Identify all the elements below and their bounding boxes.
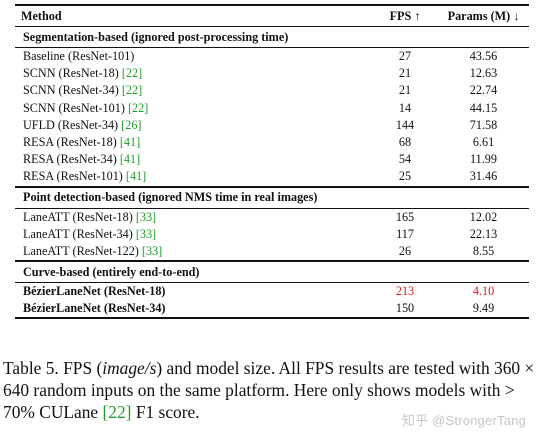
method-cell: RESA (ResNet-34) [41] (15, 151, 372, 168)
fps-cell: 27 (398, 49, 412, 64)
params-cell: 8.55 (472, 243, 495, 258)
params-cell: 12.63 (469, 66, 498, 81)
method-cell: LaneATT (ResNet-34) [33] (15, 226, 372, 243)
params-cell: 11.99 (470, 152, 497, 167)
fps-cell: 117 (396, 226, 414, 241)
method-name: BézierLaneNet (ResNet-18) (23, 284, 166, 299)
group-header-curve-based: Curve-based (entirely end-to-end) (15, 260, 529, 284)
citation-link[interactable]: [33] (135, 209, 157, 224)
citation-link[interactable]: [41] (119, 135, 141, 150)
method-cell: SCNN (ResNet-101) [22] (15, 100, 372, 117)
method-cell: Baseline (ResNet-101) (15, 48, 372, 66)
table-row: RESA (ResNet-18) [41] 68 6.61 (15, 134, 529, 151)
group-header-segmentation: Segmentation-based (ignored post-process… (15, 26, 529, 48)
method-cell: LaneATT (ResNet-122) [33] (15, 243, 372, 261)
caption-label: Table 5. FPS ( (3, 358, 103, 378)
citation-link[interactable]: [22] (121, 66, 143, 81)
method-cell: RESA (ResNet-101) [41] (15, 168, 372, 186)
fps-cell: 68 (398, 135, 412, 150)
table-row: LaneATT (ResNet-18) [33] 165 12.02 (15, 208, 529, 226)
method-cell: RESA (ResNet-18) [41] (15, 134, 372, 151)
method-cell: SCNN (ResNet-18) [22] (15, 65, 372, 82)
citation-link[interactable]: [33] (135, 226, 157, 241)
method-name: LaneATT (ResNet-34) (23, 226, 136, 241)
caption-italic: image/s (102, 358, 157, 378)
method-cell: BézierLaneNet (ResNet-34) (15, 300, 372, 320)
table-row: LaneATT (ResNet-34) [33] 117 22.13 (15, 226, 529, 243)
group-header-point-detection: Point detection-based (ignored NMS time … (15, 185, 529, 209)
fps-cell: 144 (395, 117, 415, 132)
method-cell: LaneATT (ResNet-18) [33] (15, 208, 372, 226)
method-name: UFLD (ResNet-34) (23, 117, 122, 132)
group-title: Curve-based (entirely end-to-end) (15, 260, 529, 284)
params-column-header: Params (M) ↓ (447, 9, 520, 23)
group-title: Point detection-based (ignored NMS time … (15, 185, 529, 209)
citation-link[interactable]: [22] (121, 83, 143, 98)
method-cell: BézierLaneNet (ResNet-18) (15, 283, 372, 301)
params-cell: 9.49 (438, 300, 529, 320)
method-name: LaneATT (ResNet-18) (23, 209, 136, 224)
fps-cell: 26 (398, 243, 412, 258)
table-row: Baseline (ResNet-101) 27 43.56 (15, 48, 529, 66)
method-name: RESA (ResNet-18) (23, 135, 120, 150)
params-cell: 31.46 (469, 169, 498, 184)
citation-link[interactable]: [33] (141, 243, 163, 258)
results-table-container: Method FPS ↑ Params (M) ↓ Segmentation-b… (15, 4, 529, 320)
method-name: RESA (ResNet-34) (23, 152, 120, 167)
caption-citation-link[interactable]: [22] (102, 402, 132, 422)
params-cell: 71.58 (469, 117, 498, 132)
params-cell: 43.56 (469, 49, 498, 64)
params-cell: 6.61 (472, 135, 495, 150)
fps-cell: 165 (395, 209, 415, 224)
params-cell-best: 4.10 (472, 284, 495, 299)
method-column-header: Method (21, 9, 62, 23)
table-row: UFLD (ResNet-34) [26] 144 71.58 (15, 117, 529, 134)
citation-link[interactable]: [26] (121, 117, 142, 132)
method-name: RESA (ResNet-101) (23, 169, 126, 184)
citation-link[interactable]: [41] (125, 169, 147, 184)
table-caption: Table 5. FPS (image/s) and model size. A… (3, 357, 537, 423)
fps-cell: 21 (398, 66, 412, 81)
citation-link[interactable]: [22] (127, 100, 149, 115)
caption-text: ) and model size. All FPS results are te… (3, 358, 535, 422)
citation-link[interactable]: [41] (119, 152, 141, 167)
method-name: LaneATT (ResNet-122) (23, 243, 142, 258)
table-row: SCNN (ResNet-18) [22] 21 12.63 (15, 65, 529, 82)
params-cell: 12.02 (469, 209, 498, 224)
table-row: LaneATT (ResNet-122) [33] 26 8.55 (15, 243, 529, 261)
params-cell: 22.13 (469, 226, 498, 241)
fps-cell: 14 (398, 100, 412, 115)
table-row: SCNN (ResNet-101) [22] 14 44.15 (15, 100, 529, 117)
params-cell: 22.74 (469, 83, 498, 98)
method-name: SCNN (ResNet-18) (23, 66, 122, 81)
table-header-row: Method FPS ↑ Params (M) ↓ (15, 5, 529, 27)
method-name: BézierLaneNet (ResNet-34) (23, 301, 166, 316)
table-row: BézierLaneNet (ResNet-18) 213 4.10 (15, 283, 529, 301)
fps-cell: 21 (398, 83, 412, 98)
fps-column-header: FPS ↑ (389, 9, 421, 23)
fps-cell: 150 (372, 300, 438, 320)
table-row: RESA (ResNet-34) [41] 54 11.99 (15, 151, 529, 168)
table-row: RESA (ResNet-101) [41] 25 31.46 (15, 168, 529, 186)
method-cell: UFLD (ResNet-34) [26] (15, 117, 372, 134)
method-name: SCNN (ResNet-34) (23, 83, 122, 98)
table-row: BézierLaneNet (ResNet-34) 150 9.49 (15, 300, 529, 320)
fps-cell-best: 213 (395, 284, 415, 299)
method-name: Baseline (ResNet-101) (23, 49, 135, 64)
fps-cell: 25 (398, 169, 412, 184)
fps-params-table: Method FPS ↑ Params (M) ↓ Segmentation-b… (15, 4, 529, 320)
group-title: Segmentation-based (ignored post-process… (15, 26, 529, 48)
params-cell: 44.15 (469, 100, 498, 115)
table-row: SCNN (ResNet-34) [22] 21 22.74 (15, 82, 529, 99)
method-cell: SCNN (ResNet-34) [22] (15, 82, 372, 99)
caption-text-end: F1 score. (131, 402, 200, 422)
fps-cell: 54 (398, 152, 412, 167)
method-name: SCNN (ResNet-101) (23, 100, 128, 115)
